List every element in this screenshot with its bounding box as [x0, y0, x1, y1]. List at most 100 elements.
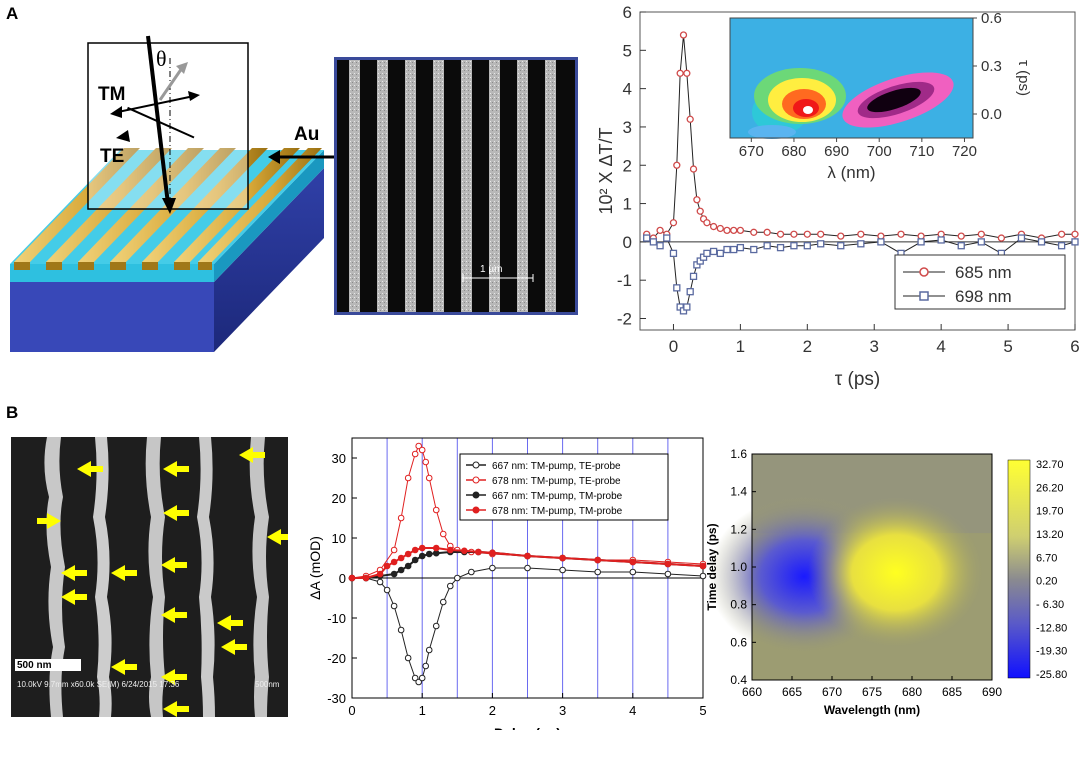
data-point-685 [763, 228, 771, 236]
colorbar [1007, 459, 1031, 679]
data-point-b [418, 544, 426, 552]
y-tick-label-c: 1.6 [730, 447, 747, 461]
legend-marker-685 [919, 267, 929, 277]
data-point-698 [656, 242, 664, 250]
x-axis-label-a: τ (ps) [835, 369, 881, 390]
data-point-b [411, 546, 419, 554]
theta-label: θ [156, 46, 167, 71]
data-point-b [390, 602, 398, 610]
data-point-b [383, 562, 391, 570]
data-point-698 [957, 242, 965, 250]
data-point-b [418, 446, 426, 454]
data-point-685 [957, 232, 965, 240]
colorbar-label: 13.20 [1036, 529, 1064, 541]
chart-c: 660 665 670 675 680 685 690 0.4 0.6 0.8 1.0 1.2 1.4 1… [705, 447, 1067, 717]
data-point-698 [790, 242, 798, 250]
data-point-b [664, 570, 672, 578]
data-point-b [468, 568, 475, 576]
data-point-698 [857, 240, 865, 248]
data-point-698 [723, 245, 731, 254]
data-point-698 [817, 240, 825, 248]
positive-peak [808, 497, 984, 648]
x-tick-label-c: 680 [902, 685, 922, 699]
data-point-685 [803, 230, 811, 238]
x-tick-label-a: 2 [803, 337, 812, 356]
sem-image-a: 1 µm [334, 57, 578, 315]
inset-frame [729, 17, 974, 139]
legend-label-b: 678 nm: TM-pump, TE-probe [492, 476, 621, 487]
data-point-b [362, 574, 370, 582]
data-point-b [432, 544, 440, 552]
data-point-b [524, 564, 531, 572]
data-point-b [699, 562, 707, 570]
y-tick-label-b: -30 [327, 691, 346, 706]
legend-label-a: 685 nm [955, 263, 1012, 282]
data-point-b [390, 546, 398, 554]
data-point-b [390, 558, 398, 566]
data-point-685 [730, 226, 738, 235]
data-point-b [432, 506, 440, 514]
data-point-b [475, 548, 482, 556]
data-point-698 [1017, 234, 1026, 242]
te-label: TE [100, 146, 125, 167]
inset-y-tick-label: 0.6 [981, 10, 1002, 27]
panel-label-a: A [6, 4, 19, 23]
colorbar-label: -25.80 [1036, 669, 1067, 681]
data-point-b [404, 654, 412, 662]
inset-x-tick-label: 680 [781, 143, 806, 160]
x-tick-label-b: 2 [489, 703, 496, 718]
colorbar-label: - 6.30 [1036, 599, 1064, 611]
data-point-685 [673, 161, 681, 169]
data-point-b [629, 568, 637, 576]
data-point-b [425, 474, 433, 482]
data-point-685 [977, 230, 985, 238]
tm-label: TM [98, 84, 126, 105]
y-tick-label-b: 10 [332, 531, 346, 546]
data-point-b [489, 564, 496, 572]
x-tick-label-a: 6 [1070, 337, 1079, 356]
sem-scale-b: 500 nm [17, 660, 52, 671]
y-tick-label-b: 20 [332, 491, 346, 506]
x-tick-label-c: 670 [822, 685, 842, 699]
legend-marker-b [472, 461, 480, 469]
data-point-698 [730, 245, 738, 254]
data-point-698 [643, 234, 651, 242]
y-tick-label-b: -10 [327, 611, 346, 626]
sem-info-scale-b: 500nm [255, 680, 280, 689]
x-tick-label-c: 690 [982, 685, 1002, 699]
data-point-698 [1071, 238, 1079, 246]
data-point-b [404, 562, 412, 570]
data-point-b [411, 674, 419, 682]
colorbar-label: 26.20 [1036, 482, 1064, 494]
inset-x-tick-label: 710 [909, 143, 934, 160]
gold-stripes [14, 148, 322, 270]
data-point-698 [716, 249, 724, 258]
data-point-685 [1057, 230, 1066, 238]
legend-marker-b [472, 476, 480, 484]
defect-arrows [37, 447, 288, 717]
data-point-b [559, 554, 566, 562]
data-point-685 [776, 230, 785, 238]
data-point-698 [669, 249, 678, 258]
y-tick-label-c: 0.4 [730, 673, 747, 687]
data-point-685 [656, 226, 664, 235]
x-tick-label-c: 675 [862, 685, 882, 699]
colorbar-label: 32.70 [1036, 459, 1064, 471]
chart-a: 0 1 2 3 4 5 6 -2 -1 0 1 2 3 4 5 6 τ (ps) 10² X ΔT/T 685 nm… [596, 3, 1080, 390]
inset-y-tick-label: 0.0 [981, 106, 1002, 123]
data-point-698 [709, 247, 718, 256]
data-point-685 [750, 228, 758, 236]
grating-schematic [10, 35, 346, 352]
data-point-b [422, 458, 430, 466]
data-point-b [376, 578, 384, 586]
data-point-685 [686, 115, 694, 123]
sem-info-b: 10.0kV 9.7mm x60.0k SE(M) 6/24/2015 17:3… [17, 680, 180, 689]
legend-marker-b [472, 506, 480, 514]
y-tick-label-a: 5 [623, 41, 632, 60]
data-point-b [446, 546, 454, 554]
data-point-b [418, 674, 426, 682]
y-tick-label-c: 0.6 [730, 635, 747, 649]
x-tick-label-a: 3 [869, 337, 878, 356]
data-point-b [397, 566, 405, 574]
inset-x-tick-label: 670 [739, 143, 764, 160]
